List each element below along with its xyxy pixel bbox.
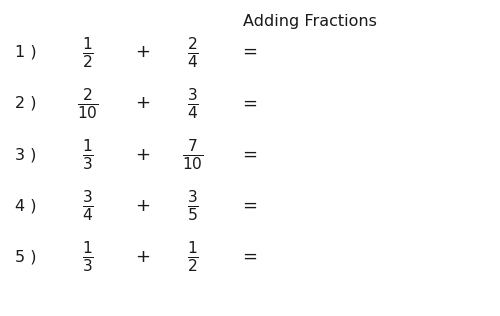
- Text: =: =: [242, 94, 258, 112]
- Text: $\mathregular{\frac{3}{4}}$: $\mathregular{\frac{3}{4}}$: [82, 188, 94, 223]
- Text: $\mathregular{\frac{1}{3}}$: $\mathregular{\frac{1}{3}}$: [82, 240, 94, 274]
- Text: $\mathregular{\frac{1}{3}}$: $\mathregular{\frac{1}{3}}$: [82, 137, 94, 172]
- Text: =: =: [242, 146, 258, 163]
- Text: +: +: [135, 43, 150, 61]
- Text: 5 ): 5 ): [15, 249, 36, 264]
- Text: $\mathregular{\frac{1}{2}}$: $\mathregular{\frac{1}{2}}$: [186, 240, 198, 274]
- Text: $\mathregular{\frac{3}{4}}$: $\mathregular{\frac{3}{4}}$: [186, 86, 198, 121]
- Text: 3 ): 3 ): [15, 147, 36, 162]
- Text: 2 ): 2 ): [15, 96, 36, 111]
- Text: $\mathregular{\frac{7}{10}}$: $\mathregular{\frac{7}{10}}$: [182, 137, 204, 172]
- Text: $\mathregular{\frac{2}{10}}$: $\mathregular{\frac{2}{10}}$: [76, 86, 98, 121]
- Text: =: =: [242, 248, 258, 266]
- Text: $\mathregular{\frac{1}{2}}$: $\mathregular{\frac{1}{2}}$: [82, 35, 94, 70]
- Text: +: +: [135, 248, 150, 266]
- Text: Adding Fractions: Adding Fractions: [243, 14, 377, 29]
- Text: +: +: [135, 94, 150, 112]
- Text: $\mathregular{\frac{2}{4}}$: $\mathregular{\frac{2}{4}}$: [186, 35, 198, 70]
- Text: +: +: [135, 146, 150, 163]
- Text: 1 ): 1 ): [15, 45, 36, 60]
- Text: $\mathregular{\frac{3}{5}}$: $\mathregular{\frac{3}{5}}$: [186, 188, 198, 223]
- Text: 4 ): 4 ): [15, 198, 36, 213]
- Text: +: +: [135, 197, 150, 215]
- Text: =: =: [242, 197, 258, 215]
- Text: =: =: [242, 43, 258, 61]
